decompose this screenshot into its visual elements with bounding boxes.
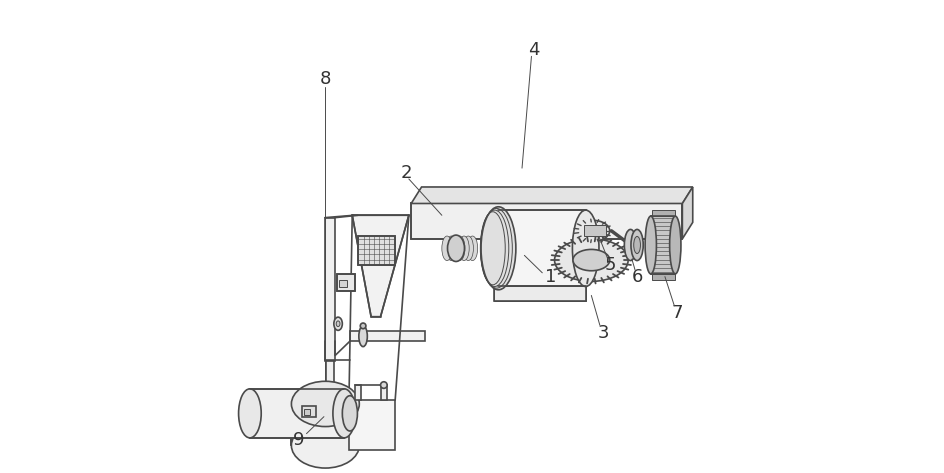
Ellipse shape — [360, 323, 365, 329]
Bar — [326, 361, 334, 404]
Ellipse shape — [631, 229, 643, 261]
Text: 9: 9 — [293, 431, 304, 449]
Ellipse shape — [450, 236, 461, 261]
Ellipse shape — [359, 326, 367, 347]
Bar — [411, 203, 682, 239]
Ellipse shape — [575, 220, 609, 241]
Bar — [583, 225, 605, 236]
Ellipse shape — [480, 207, 515, 290]
Ellipse shape — [669, 216, 681, 274]
Text: 7: 7 — [671, 304, 683, 322]
Polygon shape — [650, 216, 675, 274]
Polygon shape — [411, 203, 682, 239]
Ellipse shape — [572, 210, 598, 287]
Ellipse shape — [380, 382, 387, 388]
Ellipse shape — [336, 321, 340, 326]
Text: 4: 4 — [528, 41, 539, 59]
Text: 8: 8 — [319, 70, 330, 88]
Ellipse shape — [633, 236, 640, 254]
Ellipse shape — [467, 236, 477, 261]
Ellipse shape — [624, 229, 636, 261]
Ellipse shape — [463, 236, 473, 261]
Bar — [301, 406, 315, 417]
Polygon shape — [358, 236, 395, 265]
Polygon shape — [336, 274, 354, 291]
Ellipse shape — [342, 396, 357, 431]
Bar — [349, 331, 425, 341]
Bar — [651, 210, 675, 216]
Text: 3: 3 — [598, 324, 609, 342]
Bar — [358, 236, 395, 265]
Ellipse shape — [291, 381, 359, 427]
Bar — [348, 400, 395, 450]
Bar — [651, 274, 675, 280]
Ellipse shape — [585, 227, 599, 235]
Bar — [325, 218, 335, 361]
Ellipse shape — [572, 249, 609, 271]
Ellipse shape — [291, 423, 359, 468]
Ellipse shape — [238, 389, 261, 438]
Bar — [380, 385, 387, 400]
Ellipse shape — [446, 236, 456, 261]
Ellipse shape — [554, 239, 628, 281]
Polygon shape — [497, 210, 585, 287]
Text: 5: 5 — [604, 256, 615, 274]
Bar — [354, 385, 361, 400]
Text: 6: 6 — [632, 268, 643, 286]
Bar — [339, 280, 346, 288]
Bar — [493, 287, 585, 301]
Polygon shape — [249, 389, 344, 438]
Polygon shape — [291, 404, 359, 446]
Ellipse shape — [645, 216, 656, 274]
Ellipse shape — [333, 317, 342, 330]
Text: 2: 2 — [400, 164, 412, 182]
Polygon shape — [682, 187, 692, 239]
Ellipse shape — [442, 236, 452, 261]
Text: 1: 1 — [544, 268, 555, 286]
Ellipse shape — [459, 236, 469, 261]
Polygon shape — [352, 215, 409, 317]
Polygon shape — [411, 187, 692, 203]
Ellipse shape — [332, 389, 355, 438]
Bar — [493, 287, 585, 301]
Bar — [336, 274, 354, 291]
Ellipse shape — [447, 235, 464, 262]
Ellipse shape — [454, 236, 464, 261]
Bar — [303, 409, 310, 415]
